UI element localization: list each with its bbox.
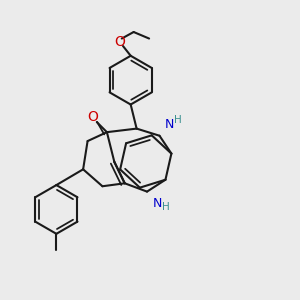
- Text: N: N: [165, 118, 174, 131]
- Text: O: O: [114, 34, 125, 49]
- Text: N: N: [152, 197, 162, 210]
- Text: H: H: [162, 202, 169, 212]
- Text: O: O: [87, 110, 98, 124]
- Text: H: H: [174, 115, 182, 125]
